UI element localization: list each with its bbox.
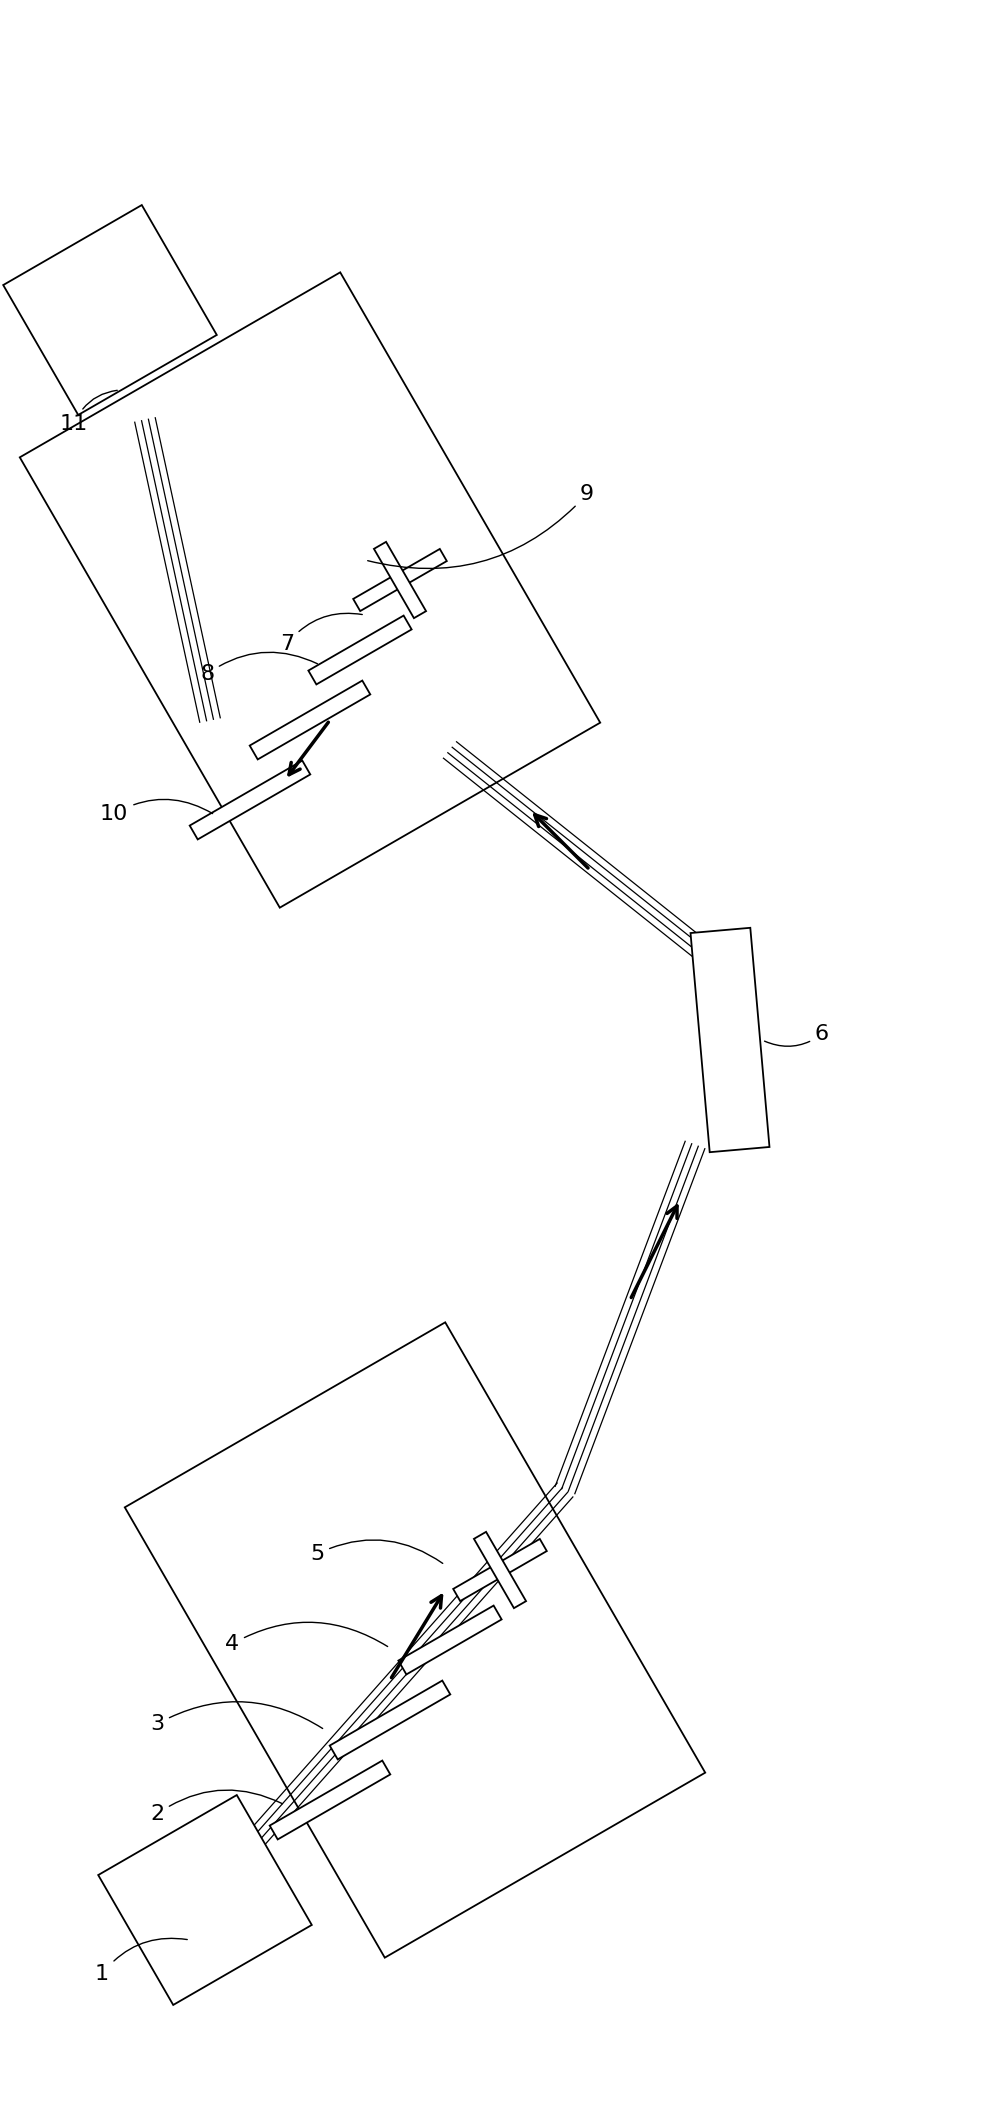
- Text: 8: 8: [200, 653, 317, 685]
- Polygon shape: [353, 550, 447, 611]
- Text: 6: 6: [765, 1023, 829, 1046]
- Text: 1: 1: [95, 1939, 188, 1985]
- Polygon shape: [98, 1795, 312, 2004]
- Text: 3: 3: [150, 1702, 323, 1733]
- Polygon shape: [308, 615, 412, 685]
- Text: 2: 2: [150, 1791, 283, 1824]
- Polygon shape: [250, 681, 370, 759]
- Text: 10: 10: [100, 799, 212, 824]
- Text: 9: 9: [368, 484, 594, 569]
- Text: 5: 5: [310, 1539, 443, 1564]
- Polygon shape: [190, 761, 310, 839]
- Polygon shape: [474, 1533, 526, 1609]
- Polygon shape: [270, 1761, 390, 1839]
- Text: 4: 4: [225, 1621, 387, 1653]
- Polygon shape: [330, 1681, 451, 1759]
- Polygon shape: [691, 928, 770, 1152]
- Polygon shape: [453, 1539, 546, 1600]
- Text: 7: 7: [280, 613, 363, 653]
- Polygon shape: [373, 541, 426, 617]
- Polygon shape: [398, 1605, 502, 1674]
- Text: 11: 11: [60, 391, 118, 433]
- Polygon shape: [3, 205, 216, 414]
